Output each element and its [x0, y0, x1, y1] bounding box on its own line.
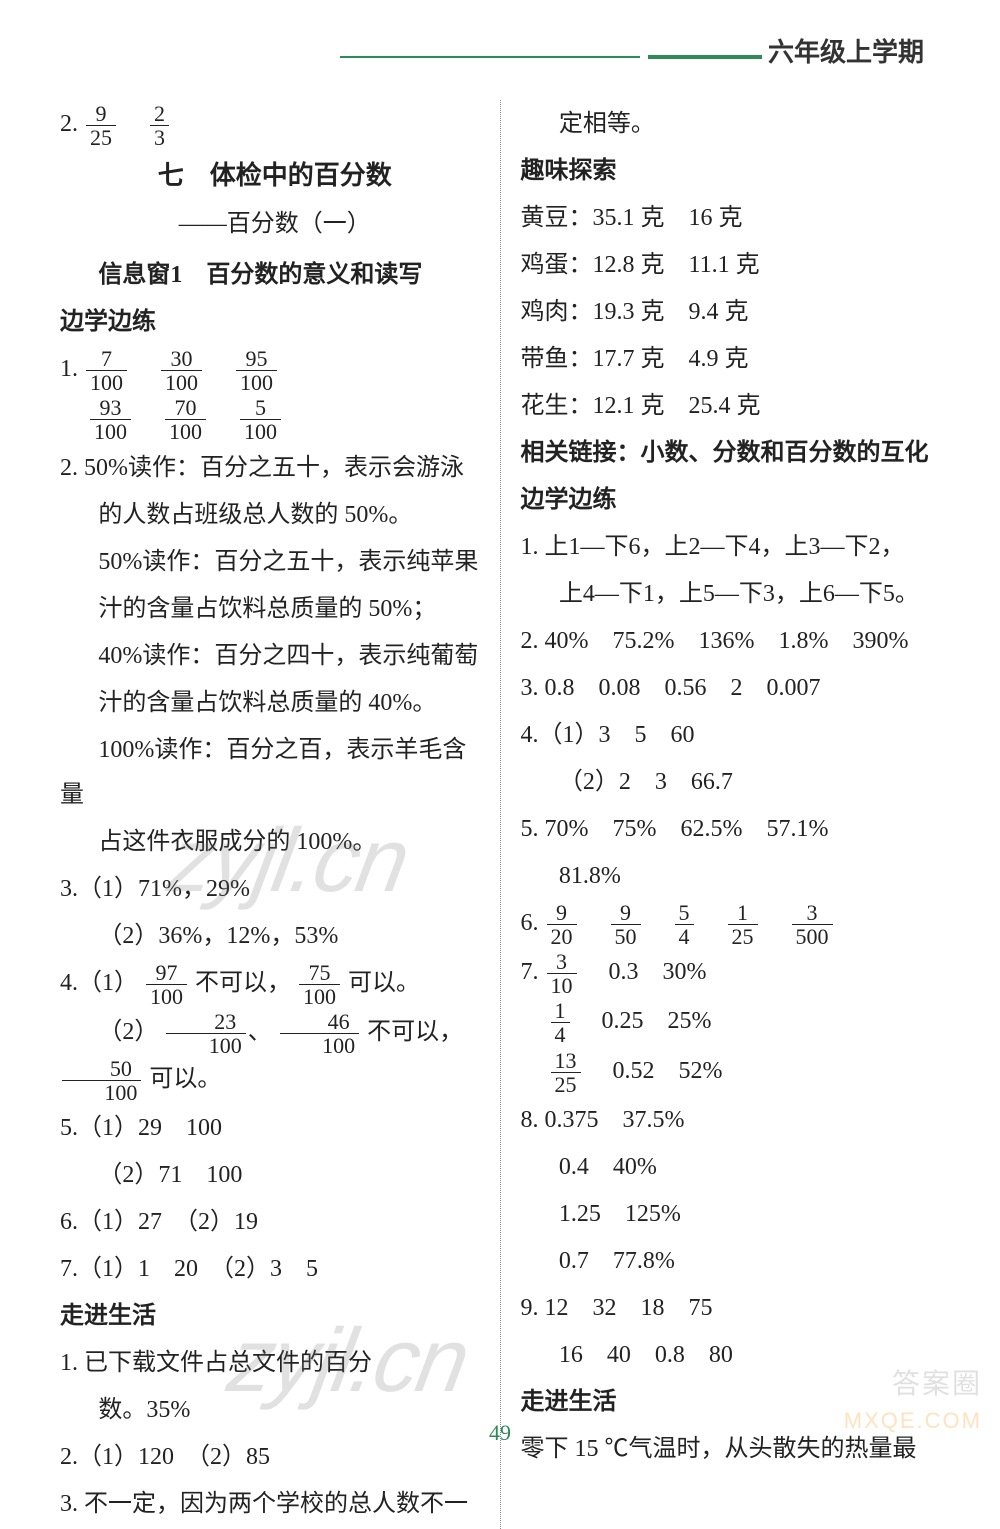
- text: 不可以，: [367, 1019, 463, 1045]
- q4-line2: （2） 23100、 46100 不可以， 50100 可以。: [60, 1010, 490, 1104]
- page: 六年级上学期 2. 925 23 七 体检中的百分数 ——百分数（一） 信息窗1…: [0, 0, 1000, 1462]
- frac: 23100: [166, 1010, 245, 1057]
- frac: 1325: [551, 1049, 581, 1096]
- r1-line: 上4—下1，上5—下3，上6—下5。: [521, 572, 951, 617]
- r3-line: 3. 0.8 0.08 0.56 2 0.007: [521, 666, 951, 711]
- q7-line: 7.（1）1 20 （2）3 5: [60, 1247, 490, 1292]
- frac: 125: [728, 901, 758, 948]
- q2-line: 的人数占班级总人数的 50%。: [60, 493, 490, 538]
- header-label: 六年级上学期: [762, 32, 930, 69]
- q3-line: 3.（1）71%，29%: [60, 867, 490, 912]
- r7-line1: 7. 310 0.3 30%: [521, 950, 951, 997]
- q2-line: 汁的含量占饮料总质量的 40%。: [60, 681, 490, 726]
- r6-line: 6. 920 950 54 125 3500: [521, 901, 951, 948]
- table-row: 鸡蛋：12.8 克 11.1 克: [521, 243, 951, 288]
- prev-q2: 2. 925 23: [60, 102, 490, 149]
- frac: 95100: [236, 347, 277, 394]
- frac: 23: [150, 102, 169, 149]
- frac: 46100: [280, 1010, 359, 1057]
- life3-line: 3. 不一定，因为两个学校的总人数不一: [60, 1482, 490, 1527]
- frac: 30100: [161, 347, 202, 394]
- frac: 75100: [299, 961, 340, 1008]
- link-title: 相关链接：小数、分数和百分数的互化: [521, 431, 951, 476]
- table-row: 鸡肉：19.3 克 9.4 克: [521, 290, 951, 335]
- table-row: 黄豆：35.1 克 16 克: [521, 196, 951, 241]
- r1-line: 1. 上1—下6，上2—下4，上3—下2，: [521, 525, 951, 570]
- table-row: 花生：12.1 克 25.4 克: [521, 384, 951, 429]
- q5-line: （2）71 100: [60, 1153, 490, 1198]
- r5-line: 5. 70% 75% 62.5% 57.1%: [521, 807, 951, 852]
- q2-line: 50%读作：百分之五十，表示纯苹果: [60, 540, 490, 585]
- frac: 97100: [146, 961, 187, 1008]
- r7-line3: 1325 0.52 52%: [521, 1049, 951, 1096]
- r2-line: 2. 40% 75.2% 136% 1.8% 390%: [521, 619, 951, 664]
- text: 0.52 52%: [589, 1058, 723, 1084]
- page-number: 49: [0, 1420, 1000, 1446]
- r4-line: 4.（1）3 5 60: [521, 713, 951, 758]
- r9-line: 9. 12 32 18 75: [521, 1286, 951, 1331]
- frac: 14: [551, 999, 570, 1046]
- section-sub: ——百分数（一）: [60, 202, 490, 247]
- frac: 310: [547, 950, 577, 997]
- frac: 950: [611, 901, 641, 948]
- bxbl-heading: 边学边练: [60, 300, 490, 345]
- right-column: 定相等。 趣味探索 黄豆：35.1 克 16 克 鸡蛋：12.8 克 11.1 …: [500, 100, 951, 1529]
- frac: 5100: [240, 396, 281, 443]
- q6-line: 6.（1）27 （2）19: [60, 1200, 490, 1245]
- text: 可以。: [149, 1066, 221, 1092]
- q5-line: 5.（1）29 100: [60, 1106, 490, 1151]
- q2-line: 2. 50%读作：百分之五十，表示会游泳: [60, 446, 490, 491]
- frac: 50100: [62, 1057, 141, 1104]
- left-column: 2. 925 23 七 体检中的百分数 ——百分数（一） 信息窗1 百分数的意义…: [60, 100, 500, 1529]
- text: 7.: [521, 959, 545, 985]
- frac: 93100: [90, 396, 131, 443]
- q1-row2: 93100 70100 5100: [60, 396, 490, 443]
- q2-line: 100%读作：百分之百，表示羊毛含量: [60, 728, 490, 818]
- section-title: 七 体检中的百分数: [60, 153, 490, 198]
- q2-line: 占这件衣服成分的 100%。: [60, 820, 490, 865]
- corner-watermark-a: 答案圈: [892, 1362, 982, 1402]
- q2-line: 汁的含量占饮料总质量的 50%；: [60, 587, 490, 632]
- r4-line: （2）2 3 66.7: [521, 760, 951, 805]
- q4-line1: 4.（1） 97100 不可以， 75100 可以。: [60, 961, 490, 1008]
- q1-row1: 1. 7100 30100 95100: [60, 347, 490, 394]
- bxbl-heading: 边学边练: [521, 478, 951, 523]
- life1-line: 1. 已下载文件占总文件的百分: [60, 1341, 490, 1386]
- q2-line: 40%读作：百分之四十，表示纯葡萄: [60, 634, 490, 679]
- r5-line: 81.8%: [521, 854, 951, 899]
- cont-line: 定相等。: [521, 102, 951, 147]
- frac: 920: [547, 901, 577, 948]
- zjsh-heading: 走进生活: [60, 1294, 490, 1339]
- window1-title: 信息窗1 百分数的意义和读写: [60, 253, 490, 298]
- q3-line: （2）36%，12%，53%: [60, 914, 490, 959]
- columns: 2. 925 23 七 体检中的百分数 ——百分数（一） 信息窗1 百分数的意义…: [60, 100, 950, 1529]
- r8-line: 1.25 125%: [521, 1192, 951, 1237]
- table-row: 带鱼：17.7 克 4.9 克: [521, 337, 951, 382]
- r7-line2: 14 0.25 25%: [521, 999, 951, 1046]
- text: 可以。: [348, 970, 420, 996]
- frac: 925: [86, 102, 116, 149]
- text: 4.（1）: [60, 970, 138, 996]
- text: 不可以，: [195, 970, 291, 996]
- text: 0.3 30%: [585, 959, 707, 985]
- r8-line: 8. 0.375 37.5%: [521, 1098, 951, 1143]
- r8-line: 0.4 40%: [521, 1145, 951, 1190]
- frac: 54: [675, 901, 694, 948]
- text: 6.: [521, 910, 545, 936]
- qwts-heading: 趣味探索: [521, 149, 951, 194]
- text: 0.25 25%: [578, 1008, 712, 1034]
- text: （2）: [98, 1019, 158, 1045]
- r9-line: 16 40 0.8 80: [521, 1333, 951, 1378]
- frac: 7100: [86, 347, 127, 394]
- r8-line: 0.7 77.8%: [521, 1239, 951, 1284]
- frac: 3500: [792, 901, 833, 948]
- frac: 70100: [165, 396, 206, 443]
